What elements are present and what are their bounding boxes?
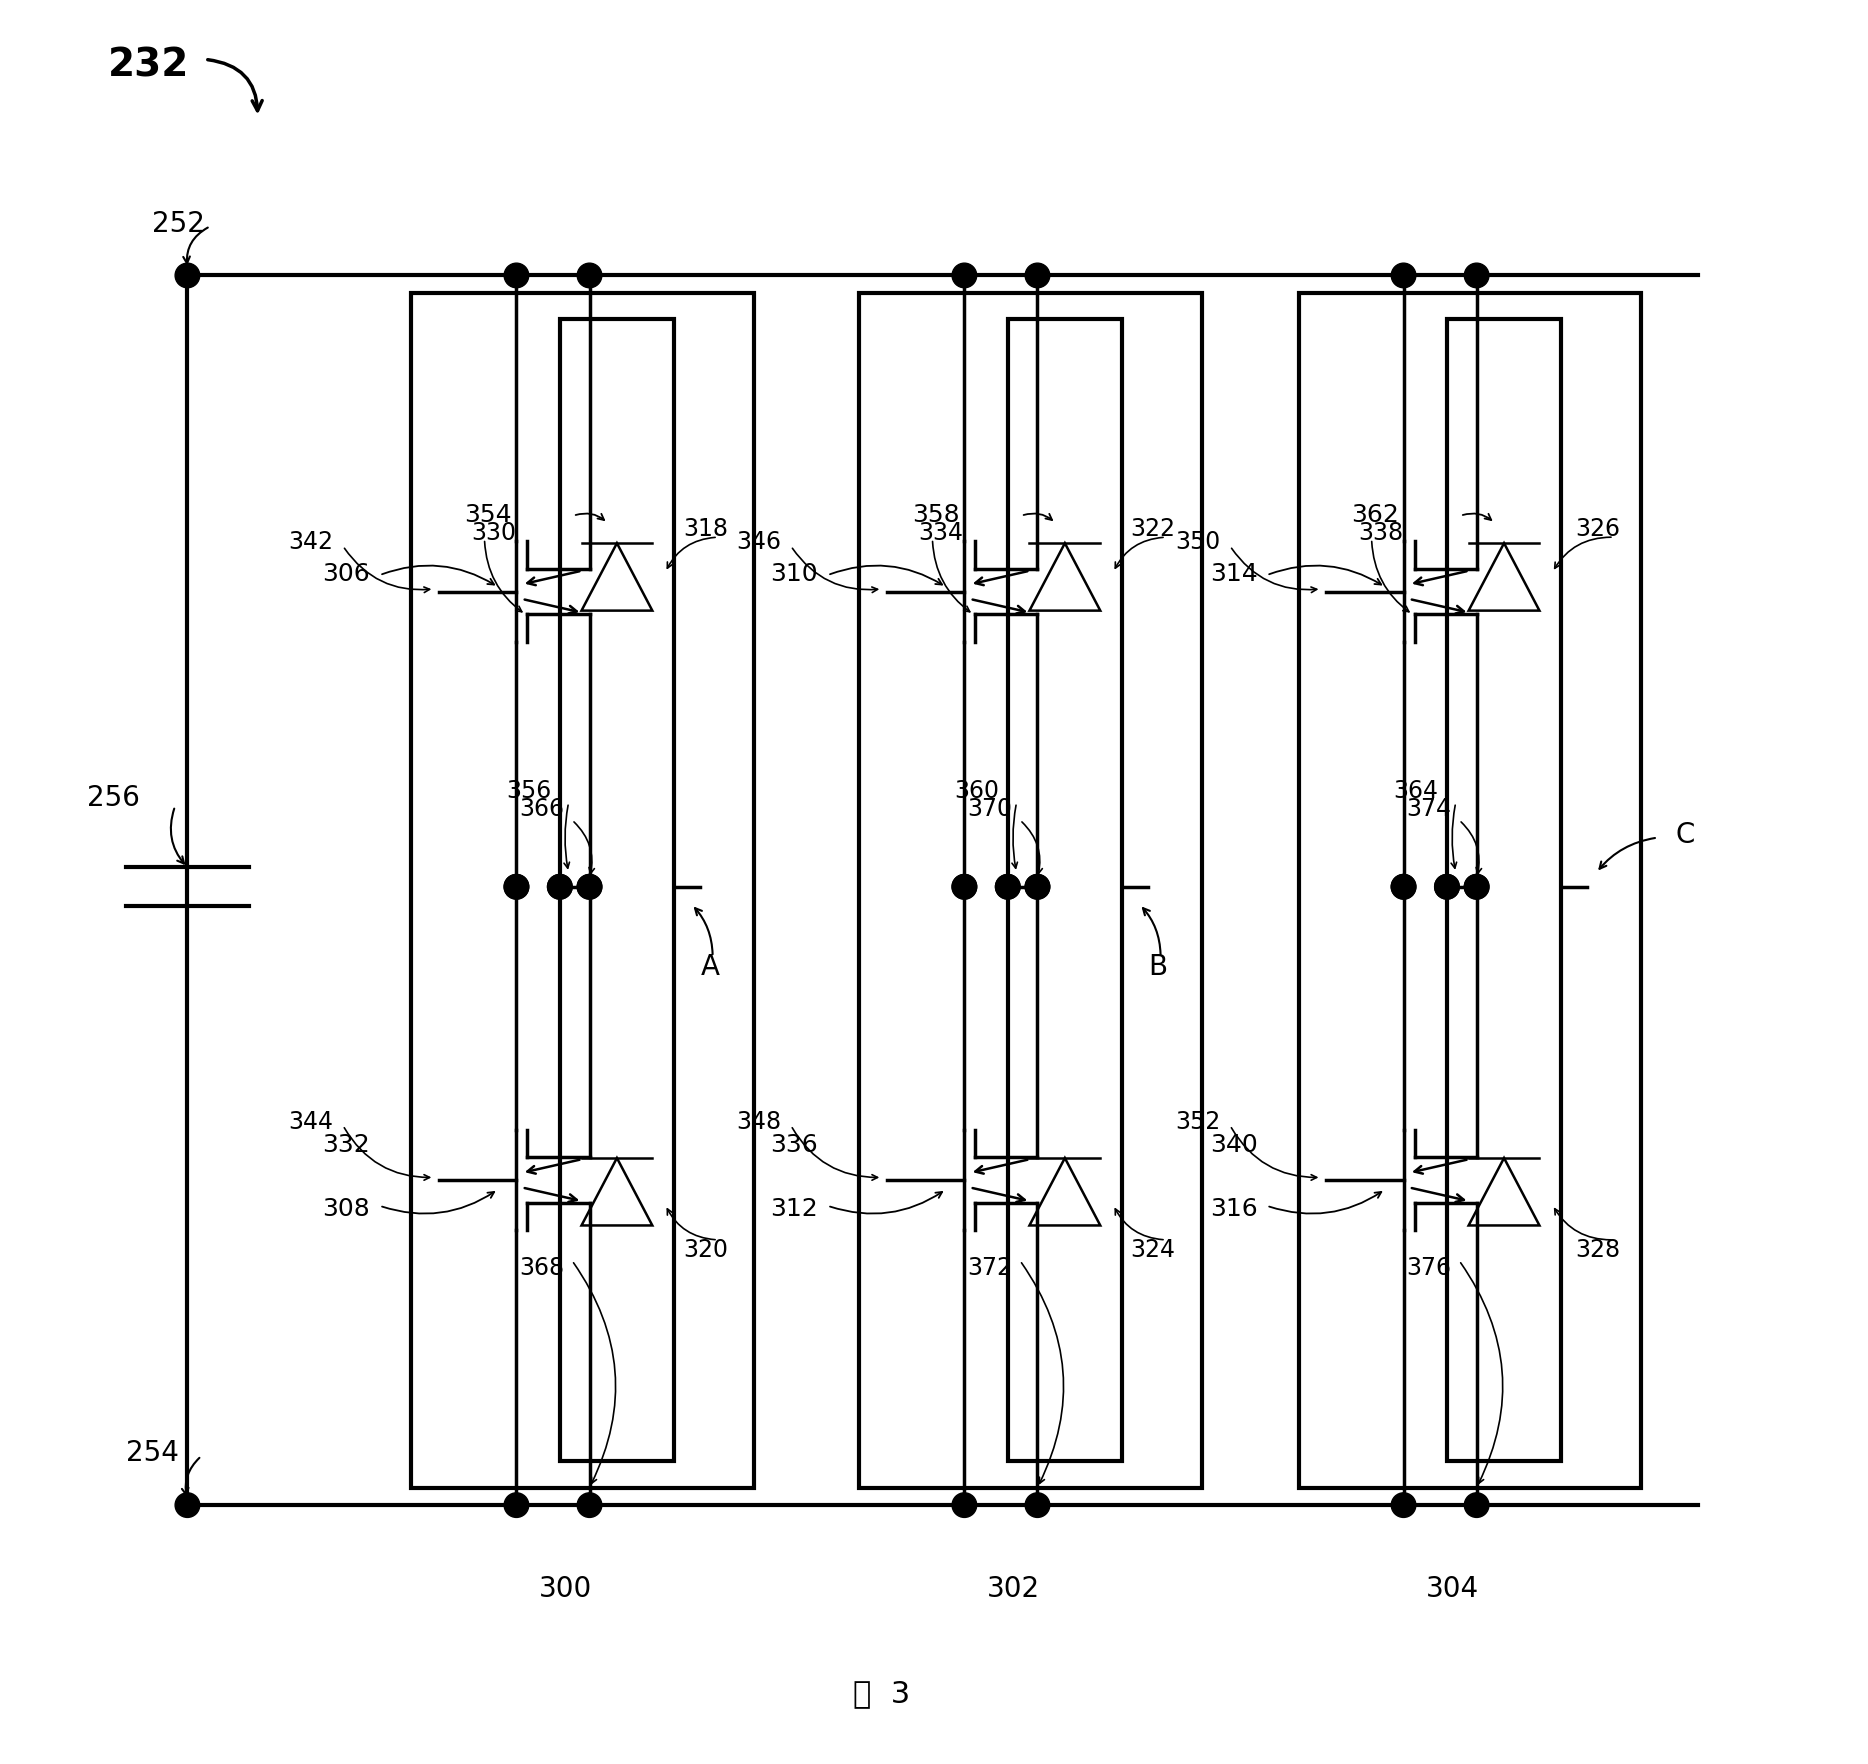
Text: 372: 372 (968, 1256, 1012, 1279)
Circle shape (1026, 265, 1050, 289)
Circle shape (577, 875, 601, 900)
Text: 370: 370 (968, 796, 1012, 820)
Text: 376: 376 (1407, 1256, 1451, 1279)
Circle shape (1026, 875, 1050, 900)
Circle shape (1392, 265, 1416, 289)
Text: 326: 326 (1575, 517, 1620, 542)
Circle shape (176, 1492, 200, 1517)
Circle shape (504, 265, 529, 289)
Text: 364: 364 (1394, 778, 1438, 803)
Circle shape (504, 875, 529, 900)
Circle shape (953, 1492, 977, 1517)
Text: 318: 318 (684, 517, 729, 542)
Bar (1448, 321, 1562, 1461)
Circle shape (1435, 875, 1459, 900)
Circle shape (176, 265, 200, 289)
Text: 338: 338 (1358, 520, 1403, 545)
Bar (859, 295, 1201, 1487)
Circle shape (1465, 875, 1489, 900)
Bar (560, 321, 674, 1461)
Text: 312: 312 (770, 1196, 818, 1221)
Text: 328: 328 (1575, 1237, 1620, 1261)
Text: 334: 334 (919, 520, 964, 545)
Text: A: A (700, 953, 719, 981)
Text: 362: 362 (1351, 503, 1399, 527)
Text: 310: 310 (771, 563, 818, 586)
Text: 304: 304 (1425, 1573, 1479, 1602)
Circle shape (577, 875, 601, 900)
Text: 366: 366 (519, 796, 564, 820)
Circle shape (953, 875, 977, 900)
Circle shape (1026, 1492, 1050, 1517)
Text: 342: 342 (290, 531, 334, 554)
Text: 300: 300 (538, 1573, 592, 1602)
Circle shape (1392, 875, 1416, 900)
Text: 360: 360 (955, 778, 999, 803)
Text: 344: 344 (290, 1110, 334, 1132)
Text: B: B (1149, 953, 1168, 981)
Circle shape (547, 875, 572, 900)
Circle shape (1435, 875, 1459, 900)
Text: 306: 306 (323, 563, 370, 586)
Circle shape (1026, 875, 1050, 900)
Text: 320: 320 (684, 1237, 729, 1261)
Text: 图  3: 图 3 (852, 1679, 910, 1708)
Text: 354: 354 (463, 503, 512, 527)
Text: 358: 358 (912, 503, 960, 527)
Circle shape (577, 265, 601, 289)
Text: 324: 324 (1130, 1237, 1175, 1261)
Text: 332: 332 (323, 1132, 370, 1155)
Text: 232: 232 (108, 46, 191, 85)
Text: 346: 346 (736, 531, 781, 554)
Text: 336: 336 (770, 1132, 818, 1155)
Circle shape (504, 875, 529, 900)
Text: 374: 374 (1407, 796, 1451, 820)
Text: 350: 350 (1175, 531, 1222, 554)
Text: C: C (1676, 820, 1694, 848)
Text: 340: 340 (1210, 1132, 1257, 1155)
Text: 348: 348 (736, 1110, 781, 1132)
Circle shape (996, 875, 1020, 900)
Text: 314: 314 (1210, 563, 1257, 586)
Circle shape (1465, 1492, 1489, 1517)
Text: 308: 308 (323, 1196, 370, 1221)
Circle shape (547, 875, 572, 900)
Text: 356: 356 (506, 778, 551, 803)
Text: 352: 352 (1175, 1110, 1222, 1132)
Circle shape (953, 875, 977, 900)
Text: 302: 302 (986, 1573, 1040, 1602)
Bar (1298, 295, 1642, 1487)
Circle shape (1392, 1492, 1416, 1517)
Circle shape (953, 265, 977, 289)
Circle shape (996, 875, 1020, 900)
Circle shape (577, 1492, 601, 1517)
Text: 252: 252 (153, 210, 205, 238)
Bar (1007, 321, 1123, 1461)
Circle shape (1465, 265, 1489, 289)
Circle shape (504, 1492, 529, 1517)
Text: 330: 330 (471, 520, 516, 545)
Circle shape (1465, 875, 1489, 900)
Text: 322: 322 (1130, 517, 1175, 542)
Text: 254: 254 (125, 1439, 179, 1466)
Text: 368: 368 (519, 1256, 564, 1279)
Text: 316: 316 (1210, 1196, 1257, 1221)
Bar (411, 295, 755, 1487)
Text: 256: 256 (88, 783, 140, 811)
Circle shape (1392, 875, 1416, 900)
